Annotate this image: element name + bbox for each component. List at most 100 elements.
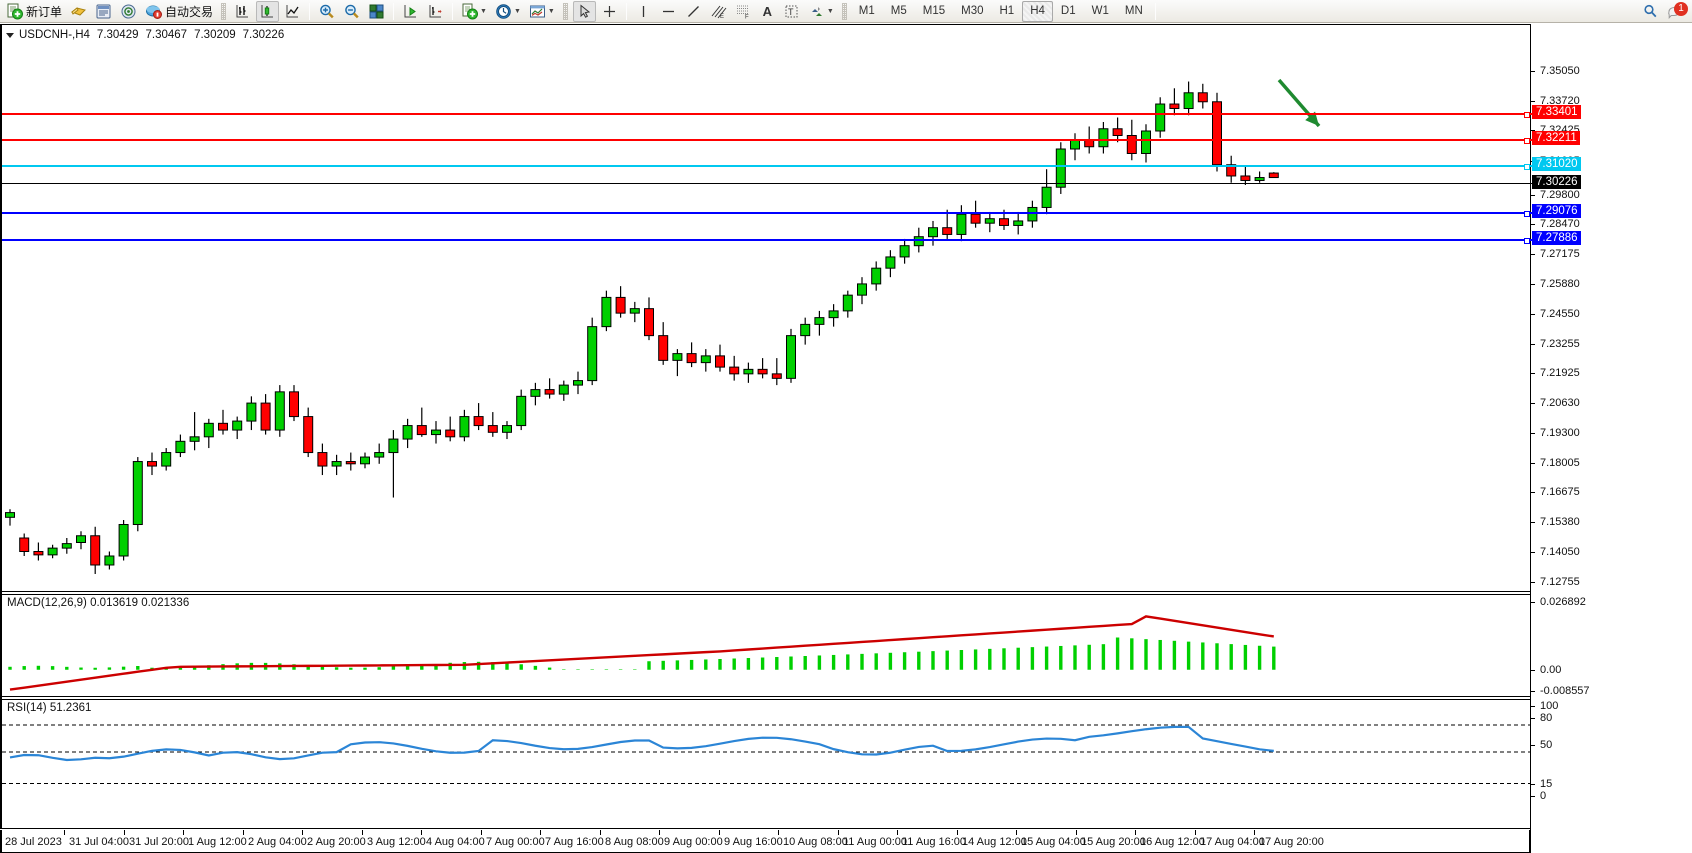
price-tick-7: 7.25880 — [1531, 278, 1580, 290]
market-watch-button[interactable] — [67, 1, 90, 22]
chart-window: USDCNH-,H4 7.30429 7.30467 7.30209 7.302… — [0, 24, 1692, 853]
cursor-tool-button[interactable] — [572, 0, 596, 22]
auto-scroll-button[interactable] — [399, 1, 422, 22]
candle-body — [246, 402, 257, 422]
line-chart-icon — [284, 3, 301, 20]
candle-body — [828, 310, 839, 319]
ohlc-high: 7.30467 — [145, 29, 188, 41]
price-subchart — [5, 81, 1279, 574]
crosshair-tool-button[interactable] — [598, 1, 621, 22]
candle-body — [402, 425, 413, 440]
candle-body — [558, 384, 569, 395]
chart-canvas[interactable]: USDCNH-,H4 7.30429 7.30467 7.30209 7.302… — [0, 24, 1532, 829]
notifications-button[interactable]: 1 — [1664, 1, 1689, 22]
timeframe-h1[interactable]: H1 — [999, 5, 1015, 17]
price-tick-17: 7.12755 — [1531, 576, 1580, 588]
new-chart-button[interactable]: ▼ — [458, 1, 490, 22]
line-chart-button[interactable] — [281, 1, 304, 22]
price-tick-16: 7.14050 — [1531, 546, 1580, 558]
chart-shift-button[interactable] — [424, 1, 447, 22]
time-tick-16: 14 Aug 12:00 — [957, 830, 1027, 848]
price-tick-6: 7.27175 — [1531, 248, 1580, 260]
text-tool-label: A — [762, 3, 773, 19]
time-scale[interactable]: 28 Jul 2023 31 Jul 04:00 31 Jul 20:00 1 Aug… — [0, 830, 1530, 853]
trendline-tool-button[interactable] — [682, 1, 705, 22]
candle-body — [104, 555, 115, 566]
templates-dropdown-arrow[interactable]: ▼ — [547, 7, 555, 15]
toolbar-grip-3[interactable] — [841, 2, 847, 20]
navigator-button[interactable] — [117, 1, 140, 22]
period-button[interactable]: ▼ — [492, 1, 524, 22]
autotrading-button[interactable]: 自动交易 — [142, 1, 216, 22]
candle-body — [800, 323, 811, 337]
candlestick-chart-button[interactable] — [256, 0, 280, 22]
level-line-support-2[interactable] — [2, 238, 1532, 244]
candle-body — [331, 461, 342, 467]
candle-body — [203, 422, 214, 438]
chart-menu-caret-icon[interactable] — [6, 32, 14, 38]
price-scale[interactable]: 7.350507.337207.324257.310957.298007.284… — [1530, 24, 1692, 853]
timeframe-m30[interactable]: M30 — [961, 5, 984, 17]
zoom-out-button[interactable] — [340, 1, 363, 22]
timeframe-w1[interactable]: W1 — [1091, 5, 1109, 17]
candle-body — [118, 524, 129, 557]
timeframe-m15[interactable]: M15 — [922, 5, 946, 17]
search-button[interactable] — [1639, 1, 1662, 22]
macd-signal-line — [9, 615, 1274, 691]
fibonacci-tool-button[interactable]: F — [732, 1, 755, 22]
candle-body — [530, 389, 541, 397]
price-tick-15: 7.15380 — [1531, 516, 1580, 528]
horizontal-line-tool-button[interactable] — [657, 1, 680, 22]
candle-body — [289, 391, 299, 418]
toolbar-grip-1[interactable] — [221, 2, 227, 20]
candle-body — [232, 420, 243, 431]
candle-body — [1268, 172, 1279, 179]
timeframe-d1[interactable]: D1 — [1060, 5, 1076, 17]
candle-body — [1013, 220, 1024, 226]
level-line-resistance-1[interactable] — [2, 112, 1532, 118]
candle-body — [842, 294, 853, 312]
price-tick-0: 7.35050 — [1531, 65, 1580, 77]
timeframe-m5[interactable]: M5 — [890, 5, 907, 17]
level-line-resistance-2[interactable] — [2, 138, 1532, 144]
period-dropdown-arrow[interactable]: ▼ — [513, 7, 521, 15]
price-tick-9: 7.23255 — [1531, 338, 1580, 350]
toolbar-grip-2[interactable] — [562, 2, 568, 20]
candle-body — [672, 353, 683, 361]
arrows-dropdown-arrow[interactable]: ▼ — [826, 7, 834, 15]
level-handle-support-1[interactable] — [1524, 211, 1530, 217]
macd-subchart — [8, 615, 1276, 691]
level-handle-support-2[interactable] — [1524, 238, 1530, 244]
candle-body — [1254, 177, 1265, 181]
new-order-button[interactable]: 新订单 — [3, 1, 65, 22]
arrows-tool-button[interactable]: ▼ — [805, 1, 837, 22]
time-tick-11: 9 Aug 00:00 — [659, 830, 723, 848]
data-window-button[interactable] — [92, 1, 115, 22]
level-line-support-1[interactable] — [2, 211, 1532, 217]
bar-chart-button[interactable] — [231, 1, 254, 22]
candle-body — [956, 213, 967, 235]
text-label-tool-button[interactable]: T — [780, 1, 803, 22]
level-handle-resistance-2[interactable] — [1524, 138, 1530, 144]
zoom-in-button[interactable] — [315, 1, 338, 22]
timeframe-h4[interactable]: H4 — [1022, 0, 1053, 22]
level-line-last-price[interactable] — [2, 183, 1532, 184]
candle-body — [317, 452, 328, 467]
price-tick-13: 7.18005 — [1531, 457, 1580, 469]
timeframe-m1[interactable]: M1 — [858, 5, 875, 17]
panel-separator-macd — [2, 591, 1532, 592]
price-tag-resistance-2: 7.32211 — [1532, 131, 1580, 145]
text-tool-button[interactable]: A — [757, 1, 778, 22]
timeframe-mn[interactable]: MN — [1124, 5, 1143, 17]
equidistant-channel-tool-button[interactable]: E — [707, 1, 730, 22]
level-handle-resistance-1[interactable] — [1524, 112, 1530, 118]
candle-body — [928, 227, 938, 238]
templates-button[interactable]: ▼ — [526, 1, 558, 22]
vertical-line-tool-button[interactable] — [632, 1, 655, 22]
level-handle-cyan-level[interactable] — [1524, 164, 1530, 170]
level-line-cyan-level[interactable] — [2, 164, 1532, 170]
candle-body — [274, 391, 285, 431]
new-chart-dropdown-arrow[interactable]: ▼ — [480, 7, 487, 15]
candle-body — [629, 308, 640, 314]
grid-layout-button[interactable] — [365, 1, 388, 22]
